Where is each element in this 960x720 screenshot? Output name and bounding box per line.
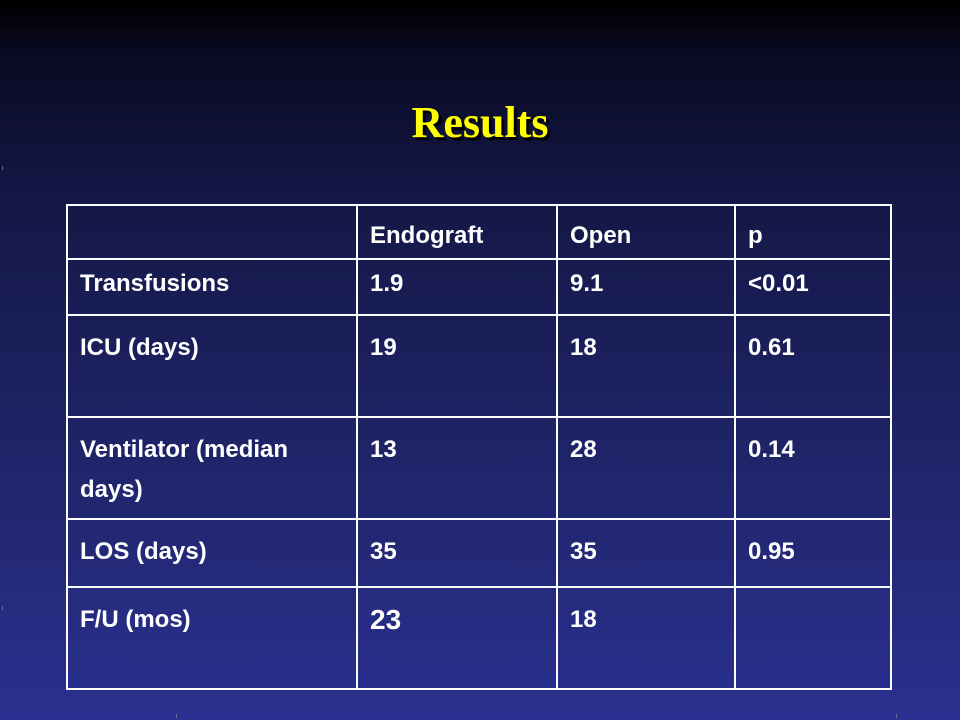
table-row: LOS (days) 35 35 0.95: [66, 518, 892, 588]
header-cell-p: p: [734, 204, 892, 260]
table-row: Transfusions 1.9 9.1 <0.01: [66, 258, 892, 316]
p-value: 0.14: [734, 416, 892, 520]
open-value: 18: [556, 586, 736, 690]
endograft-value: 35: [356, 518, 558, 588]
header-cell-open: Open: [556, 204, 736, 260]
slide-title: Results: [411, 98, 549, 147]
endograft-value: 19: [356, 314, 558, 418]
p-value: [734, 586, 892, 690]
endograft-value: 23: [356, 586, 558, 690]
edge-tick-mark: [2, 166, 3, 170]
open-value: 18: [556, 314, 736, 418]
header-cell-endograft: Endograft: [356, 204, 558, 260]
row-label: Transfusions: [66, 258, 358, 316]
table-row: Ventilator (median days) 13 28 0.14: [66, 416, 892, 520]
row-label: F/U (mos): [66, 586, 358, 690]
endograft-value: 13: [356, 416, 558, 520]
open-value: 9.1: [556, 258, 736, 316]
row-label: Ventilator (median days): [66, 416, 358, 520]
edge-tick-mark: [2, 606, 3, 610]
p-value: 0.61: [734, 314, 892, 418]
p-value: <0.01: [734, 258, 892, 316]
table-row: ICU (days) 19 18 0.61: [66, 314, 892, 418]
table-header-row: Endograft Open p: [66, 204, 892, 260]
table-row: F/U (mos) 23 18: [66, 586, 892, 690]
row-label: LOS (days): [66, 518, 358, 588]
results-table: Endograft Open p Transfusions 1.9 9.1 <0…: [66, 204, 892, 690]
open-value: 28: [556, 416, 736, 520]
row-label: ICU (days): [66, 314, 358, 418]
edge-tick-mark: [896, 714, 897, 718]
header-cell-empty: [66, 204, 358, 260]
endograft-value: 1.9: [356, 258, 558, 316]
p-value: 0.95: [734, 518, 892, 588]
open-value: 35: [556, 518, 736, 588]
edge-tick-mark: [176, 714, 177, 718]
